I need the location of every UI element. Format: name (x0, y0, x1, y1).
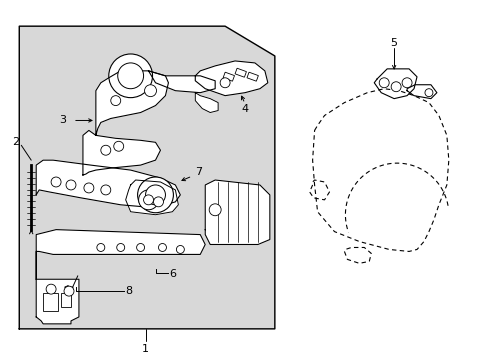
Polygon shape (36, 230, 205, 279)
Bar (246, 72, 258, 81)
Circle shape (390, 82, 400, 92)
Circle shape (144, 85, 156, 96)
Polygon shape (125, 180, 178, 215)
Polygon shape (195, 61, 267, 96)
Circle shape (97, 243, 104, 251)
Text: 2: 2 (12, 137, 19, 147)
Circle shape (84, 183, 94, 193)
Circle shape (220, 78, 230, 88)
Polygon shape (205, 180, 269, 244)
Circle shape (209, 204, 221, 216)
Polygon shape (36, 160, 180, 208)
Bar (235, 68, 246, 77)
Polygon shape (83, 130, 160, 175)
Circle shape (136, 243, 144, 251)
Text: 7: 7 (194, 167, 202, 177)
Circle shape (401, 78, 411, 88)
Circle shape (64, 286, 74, 296)
Circle shape (158, 243, 166, 251)
Circle shape (108, 54, 152, 98)
Text: 1: 1 (142, 344, 149, 354)
Polygon shape (195, 93, 218, 113)
Text: 8: 8 (125, 286, 132, 296)
Polygon shape (96, 71, 168, 135)
Circle shape (101, 145, 111, 155)
Circle shape (114, 141, 123, 151)
Circle shape (66, 180, 76, 190)
Circle shape (51, 177, 61, 187)
Text: 5: 5 (390, 38, 397, 48)
Circle shape (117, 243, 124, 251)
Circle shape (379, 78, 388, 88)
Bar (43, 293, 58, 311)
Circle shape (145, 185, 165, 205)
Circle shape (424, 89, 432, 96)
Circle shape (101, 185, 111, 195)
Circle shape (153, 197, 163, 207)
Circle shape (137, 177, 173, 213)
Polygon shape (36, 279, 79, 324)
Polygon shape (148, 71, 215, 93)
Circle shape (111, 96, 121, 105)
Polygon shape (406, 85, 436, 99)
Circle shape (176, 246, 184, 253)
Text: 4: 4 (241, 104, 248, 113)
Bar (61, 293, 71, 307)
Polygon shape (373, 69, 416, 99)
Circle shape (143, 195, 153, 205)
Polygon shape (19, 26, 274, 329)
Circle shape (46, 284, 56, 294)
Text: 3: 3 (60, 116, 66, 126)
Bar (223, 72, 234, 81)
Text: 6: 6 (168, 269, 176, 279)
Circle shape (118, 63, 143, 89)
Circle shape (138, 190, 158, 210)
